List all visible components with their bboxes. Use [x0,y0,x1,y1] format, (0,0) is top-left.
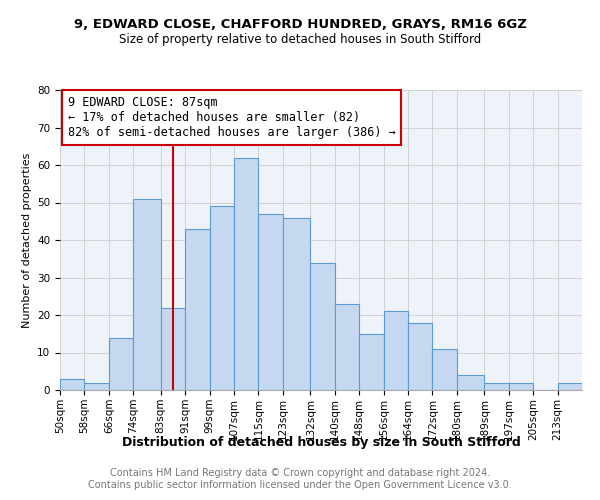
Bar [60,379,85,390]
Bar [484,382,509,390]
Text: Size of property relative to detached houses in South Stifford: Size of property relative to detached ho… [119,32,481,46]
Text: 9, EDWARD CLOSE, CHAFFORD HUNDRED, GRAYS, RM16 6GZ: 9, EDWARD CLOSE, CHAFFORD HUNDRED, GRAYS… [74,18,526,30]
Y-axis label: Number of detached properties: Number of detached properties [22,152,32,328]
Text: 9 EDWARD CLOSE: 87sqm
← 17% of detached houses are smaller (82)
82% of semi-deta: 9 EDWARD CLOSE: 87sqm ← 17% of detached … [68,96,395,139]
Bar [109,338,133,390]
Bar [509,382,533,390]
Bar [359,334,383,390]
Text: Distribution of detached houses by size in South Stifford: Distribution of detached houses by size … [122,436,520,449]
Bar [408,322,433,390]
Bar [457,375,484,390]
Bar [433,349,457,390]
Text: Contains HM Land Registry data © Crown copyright and database right 2024.: Contains HM Land Registry data © Crown c… [110,468,490,477]
Bar [209,206,234,390]
Bar [234,158,259,390]
Bar [383,311,408,390]
Bar [85,382,109,390]
Bar [310,262,335,390]
Bar [283,218,310,390]
Text: Contains public sector information licensed under the Open Government Licence v3: Contains public sector information licen… [88,480,512,490]
Bar [185,229,209,390]
Bar [557,382,582,390]
Bar [335,304,359,390]
Bar [259,214,283,390]
Bar [133,198,161,390]
Bar [161,308,185,390]
